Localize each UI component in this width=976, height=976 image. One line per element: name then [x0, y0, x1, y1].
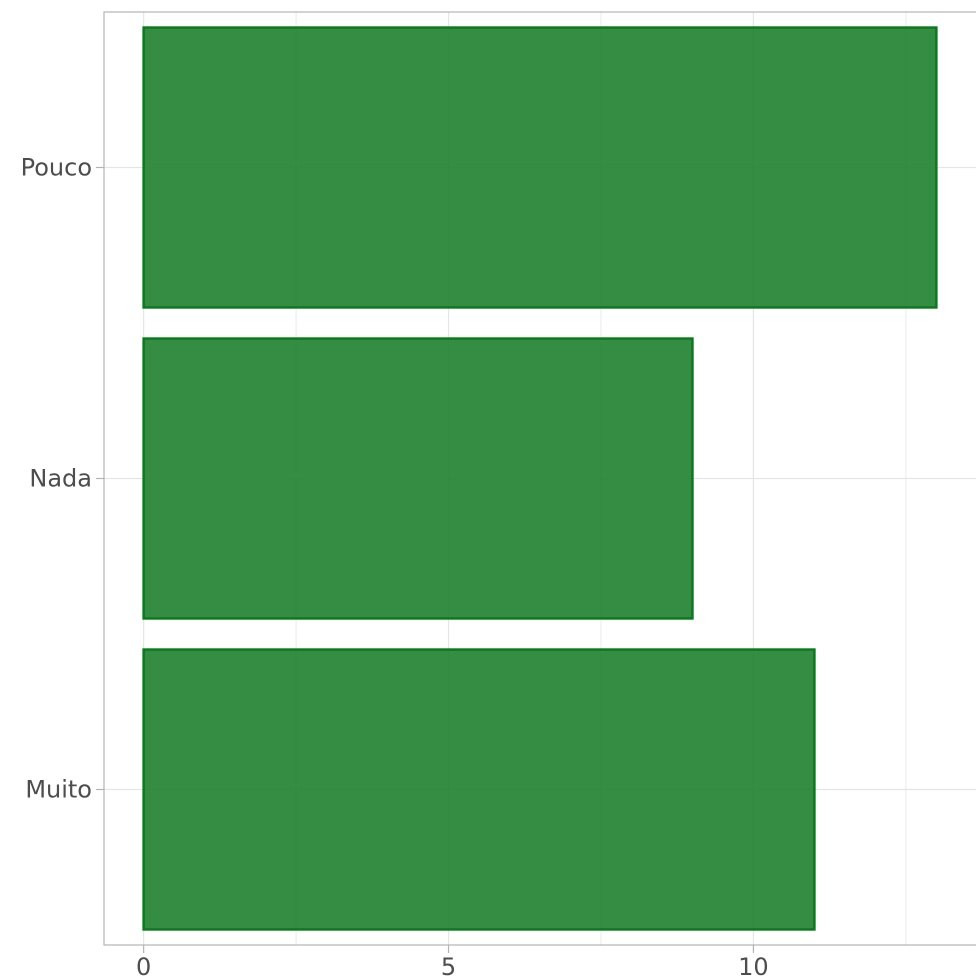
x-tick-label: 10	[738, 953, 769, 976]
x-tick-label: 0	[136, 953, 151, 976]
x-axis: 0 5 10	[136, 945, 769, 976]
y-tick-label: Nada	[29, 465, 92, 493]
y-tick-label: Muito	[25, 776, 92, 804]
bar-nada	[142, 337, 694, 620]
bar-muito	[142, 648, 816, 931]
bars	[142, 26, 938, 931]
y-axis: Pouco Nada Muito	[21, 154, 104, 804]
y-tick-label: Pouco	[21, 154, 92, 182]
x-tick-label: 5	[441, 953, 456, 976]
bar-pouco	[142, 26, 938, 309]
